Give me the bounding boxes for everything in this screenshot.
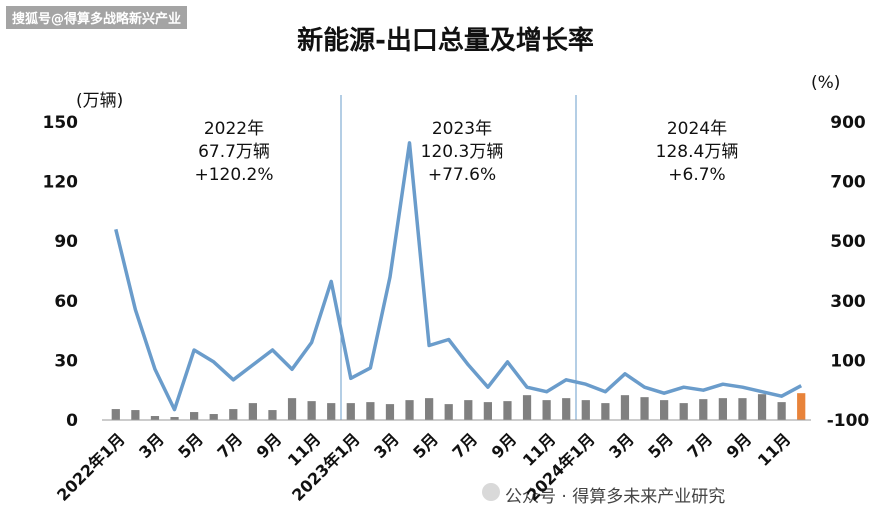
export-volume-bar bbox=[229, 409, 238, 420]
left-axis-tick-label: 150 bbox=[43, 113, 79, 133]
annotation-year-label: 2023年 bbox=[432, 119, 492, 139]
left-axis-unit-label: (万辆) bbox=[76, 91, 124, 111]
annotation-growth-label: +120.2% bbox=[194, 165, 273, 185]
export-volume-bar bbox=[542, 400, 551, 420]
export-volume-bar bbox=[522, 395, 532, 420]
export-volume-bar bbox=[679, 403, 688, 420]
annotation-total-label: 120.3万辆 bbox=[421, 142, 504, 162]
wechat-icon bbox=[482, 483, 500, 501]
x-axis-tick-label: 9月 bbox=[488, 429, 521, 462]
right-axis-unit-label: (%) bbox=[811, 73, 841, 93]
export-volume-bar bbox=[268, 410, 277, 420]
x-axis-tick-label: 7月 bbox=[448, 429, 481, 462]
export-volume-bar bbox=[287, 398, 297, 420]
export-volume-bar bbox=[503, 401, 512, 420]
export-volume-bar bbox=[620, 395, 630, 420]
export-volume-bar bbox=[444, 404, 453, 420]
export-volume-bar bbox=[131, 410, 140, 420]
x-axis-tick-label: 3月 bbox=[370, 429, 403, 462]
annotation-total-label: 67.7万辆 bbox=[198, 142, 270, 162]
right-axis-tick-label: 900 bbox=[830, 113, 866, 133]
export-volume-bar bbox=[405, 400, 414, 420]
export-volume-bar bbox=[601, 403, 610, 420]
x-axis-tick-label: 3月 bbox=[135, 429, 168, 462]
right-axis-tick-label: 300 bbox=[830, 292, 866, 312]
x-axis-tick-label: 7月 bbox=[683, 429, 716, 462]
source-watermark-label: 搜狐号@得算多战略新兴产业 bbox=[6, 6, 188, 29]
export-volume-bar bbox=[777, 402, 786, 420]
export-volume-bar bbox=[366, 402, 375, 420]
export-volume-bar bbox=[581, 400, 590, 420]
x-axis-tick-label: 7月 bbox=[213, 429, 246, 462]
export-volume-bar bbox=[660, 400, 669, 420]
right-axis-tick-label: 500 bbox=[830, 232, 866, 252]
wechat-footer-label: 公众号 · 得算多未来产业研究 bbox=[505, 487, 726, 507]
chart-title: 新能源-出口总量及增长率 bbox=[297, 26, 594, 56]
x-axis-tick-label: 11月 bbox=[754, 429, 795, 470]
growth-rate-line bbox=[114, 141, 803, 412]
right-axis-tick-label: 100 bbox=[830, 351, 866, 371]
export-volume-bar bbox=[718, 398, 727, 420]
export-volume-bar bbox=[248, 403, 257, 420]
x-axis-tick-label: 3月 bbox=[605, 429, 638, 462]
annotation-total-label: 128.4万辆 bbox=[656, 142, 739, 162]
x-axis-tick-label: 5月 bbox=[409, 429, 442, 462]
export-volume-bar bbox=[190, 412, 199, 420]
export-volume-bar bbox=[757, 394, 767, 420]
left-axis-tick-label: 30 bbox=[54, 351, 78, 371]
export-volume-bar bbox=[699, 399, 708, 420]
export-volume-bar bbox=[797, 393, 806, 420]
x-axis-tick-label: 9月 bbox=[723, 429, 756, 462]
export-volume-bar bbox=[209, 414, 218, 420]
x-axis-tick-label: 9月 bbox=[253, 429, 286, 462]
annotation-growth-label: +6.7% bbox=[668, 165, 725, 185]
left-axis-tick-label: 60 bbox=[54, 292, 78, 312]
export-volume-bar bbox=[150, 416, 160, 420]
right-axis-tick-label: 700 bbox=[830, 173, 866, 193]
annotation-year-label: 2022年 bbox=[204, 119, 264, 139]
export-volume-bar bbox=[385, 404, 395, 420]
x-axis-tick-label: 2022年1月 bbox=[53, 429, 128, 504]
export-volume-bar bbox=[346, 403, 355, 420]
export-volume-bar bbox=[425, 398, 434, 420]
export-volume-bar bbox=[640, 397, 649, 420]
export-volume-bar bbox=[483, 402, 492, 420]
annotation-year-label: 2024年 bbox=[667, 119, 727, 139]
export-volume-bar bbox=[327, 403, 336, 420]
export-volume-bar bbox=[562, 398, 571, 420]
left-axis-tick-label: 120 bbox=[43, 173, 79, 193]
x-axis-tick-label: 5月 bbox=[644, 429, 677, 462]
export-volume-bar bbox=[738, 398, 747, 420]
right-axis-tick-label: -100 bbox=[827, 411, 870, 431]
left-axis-tick-label: 90 bbox=[54, 232, 78, 252]
export-volume-bar bbox=[111, 409, 120, 420]
export-volume-bar bbox=[464, 400, 473, 420]
annotation-growth-label: +77.6% bbox=[428, 165, 496, 185]
x-axis-tick-label: 5月 bbox=[174, 429, 207, 462]
export-volume-bar bbox=[307, 401, 316, 420]
export-volume-bar bbox=[170, 417, 179, 420]
left-axis-tick-label: 0 bbox=[66, 411, 78, 431]
